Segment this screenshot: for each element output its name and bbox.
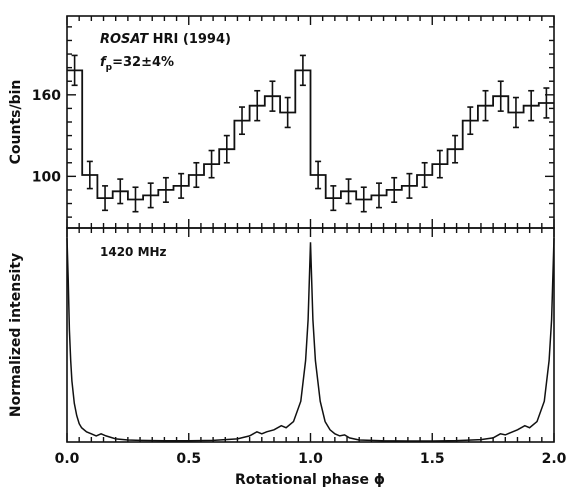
xray-instrument-rest: HRI (1994) (148, 32, 231, 47)
radio-xtick-labels: 0.0 0.5 1.0 1.5 2.0 (55, 451, 567, 467)
panel-radio: 0.0 0.5 1.0 1.5 2.0 Normalized intensity 142… (8, 227, 567, 488)
xray-pulsed-fraction-annotation: fp=32±4% (100, 55, 174, 73)
xray-instrument-annotation: ROSAT HRI (1994) (100, 32, 231, 47)
xray-ytick-label: 100 (32, 169, 61, 185)
xray-ylabel: Counts/bin (8, 80, 24, 165)
radio-xtick-label: 2.0 (542, 451, 567, 467)
radio-xtick-label: 1.5 (420, 451, 445, 467)
xray-fp-main: f (100, 55, 108, 70)
xray-fp-value: =32±4% (112, 55, 174, 70)
xray-instrument-italic: ROSAT (100, 32, 149, 47)
radio-pulse-profile (66, 238, 555, 442)
xray-light-curve (67, 69, 554, 201)
radio-xtick-label: 1.0 (298, 451, 323, 467)
panel-xray: 100 160 Counts/bin ROSAT HRI (1994) fp=32… (8, 15, 555, 229)
radio-ylabel: Normalized intensity (8, 253, 24, 417)
xray-fp-sub: p (106, 63, 113, 73)
radio-xtick-label: 0.5 (176, 451, 201, 467)
x-axis-label: Rotational phase ϕ (235, 472, 385, 488)
xray-ytick-labels: 100 160 (32, 88, 61, 186)
xray-ytick-label: 160 (32, 88, 61, 104)
radio-frequency-annotation: 1420 MHz (100, 245, 167, 259)
radio-xtick-label: 0.0 (55, 451, 80, 467)
